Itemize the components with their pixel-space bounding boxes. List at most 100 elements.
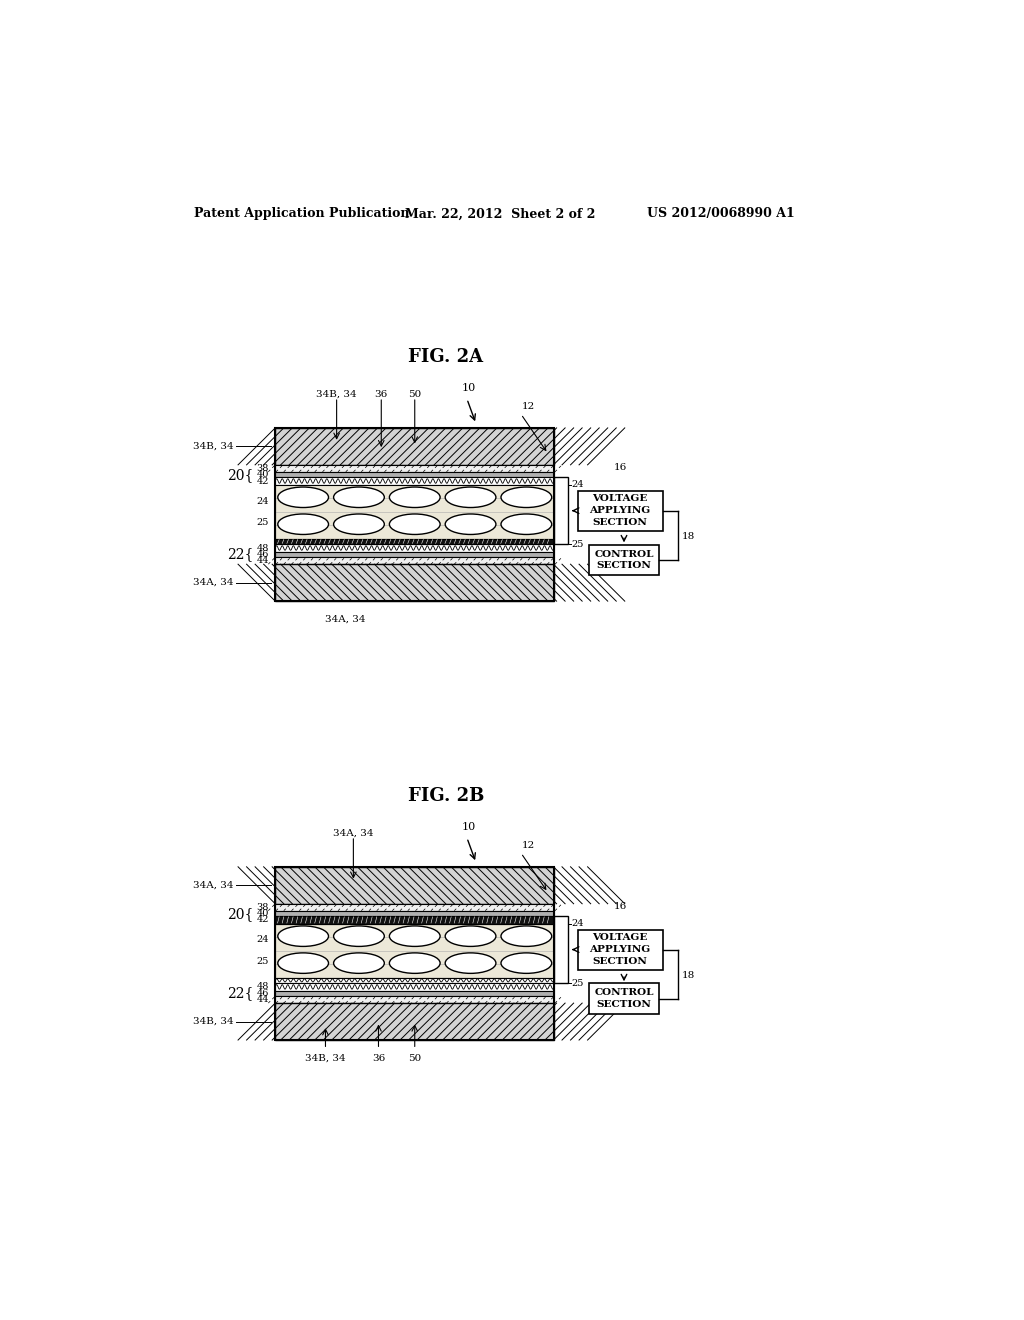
Bar xyxy=(275,916,554,924)
Text: 22{: 22{ xyxy=(227,548,254,561)
Bar xyxy=(578,491,663,531)
Bar xyxy=(275,983,554,991)
Bar xyxy=(275,428,554,465)
Text: 34B, 34: 34B, 34 xyxy=(305,1053,346,1063)
Bar xyxy=(275,911,554,916)
Text: 22{: 22{ xyxy=(227,986,254,1001)
Bar xyxy=(275,428,554,601)
Ellipse shape xyxy=(501,953,552,973)
Text: 38: 38 xyxy=(257,903,269,912)
Text: 25: 25 xyxy=(571,978,584,987)
Bar xyxy=(578,929,663,970)
Text: 34A, 34: 34A, 34 xyxy=(193,880,233,890)
Bar xyxy=(275,552,554,557)
Ellipse shape xyxy=(334,513,384,535)
Text: 48: 48 xyxy=(257,544,269,553)
Bar xyxy=(275,539,554,544)
Text: 12: 12 xyxy=(521,401,535,411)
Bar xyxy=(275,564,554,601)
Text: 18: 18 xyxy=(682,532,695,541)
Text: 50: 50 xyxy=(409,389,421,399)
Text: 20{: 20{ xyxy=(227,907,254,921)
Bar xyxy=(275,978,554,983)
Text: VOLTAGE
APPLYING
SECTION: VOLTAGE APPLYING SECTION xyxy=(590,933,650,966)
Text: 16: 16 xyxy=(613,903,627,911)
Ellipse shape xyxy=(334,487,384,507)
Text: FIG. 2A: FIG. 2A xyxy=(409,348,483,367)
Text: 42: 42 xyxy=(257,477,269,486)
Ellipse shape xyxy=(334,925,384,946)
Bar xyxy=(275,544,554,552)
Text: 10: 10 xyxy=(461,822,475,832)
Ellipse shape xyxy=(389,953,440,973)
Bar xyxy=(275,924,554,978)
Bar xyxy=(275,997,554,1003)
Bar xyxy=(275,867,554,904)
Text: 16: 16 xyxy=(613,463,627,473)
Ellipse shape xyxy=(501,513,552,535)
Text: 44: 44 xyxy=(257,995,269,1005)
Ellipse shape xyxy=(501,925,552,946)
Text: 46: 46 xyxy=(257,989,269,998)
Ellipse shape xyxy=(501,487,552,507)
Text: US 2012/0068990 A1: US 2012/0068990 A1 xyxy=(647,207,795,220)
Text: 42: 42 xyxy=(257,916,269,924)
Text: CONTROL
SECTION: CONTROL SECTION xyxy=(594,989,653,1010)
Bar xyxy=(554,916,568,983)
Bar xyxy=(589,545,658,576)
Ellipse shape xyxy=(278,487,329,507)
Text: 18: 18 xyxy=(682,972,695,981)
Text: 24: 24 xyxy=(257,496,269,506)
Text: Mar. 22, 2012  Sheet 2 of 2: Mar. 22, 2012 Sheet 2 of 2 xyxy=(406,207,596,220)
Text: 36: 36 xyxy=(375,389,388,399)
Text: 44: 44 xyxy=(257,556,269,565)
Ellipse shape xyxy=(389,513,440,535)
Text: 25: 25 xyxy=(571,540,584,549)
Ellipse shape xyxy=(278,953,329,973)
Text: 34B, 34: 34B, 34 xyxy=(316,389,357,399)
Text: 24: 24 xyxy=(571,480,584,490)
Text: 25: 25 xyxy=(257,519,269,527)
Ellipse shape xyxy=(445,487,496,507)
Text: 36: 36 xyxy=(372,1053,385,1063)
Text: CONTROL
SECTION: CONTROL SECTION xyxy=(594,549,653,570)
Bar xyxy=(275,1003,554,1040)
Text: 34B, 34: 34B, 34 xyxy=(193,1018,233,1026)
Ellipse shape xyxy=(278,925,329,946)
Bar xyxy=(275,484,554,539)
Text: 46: 46 xyxy=(257,550,269,560)
Text: 10: 10 xyxy=(461,383,475,393)
Bar xyxy=(275,478,554,484)
Text: VOLTAGE
APPLYING
SECTION: VOLTAGE APPLYING SECTION xyxy=(590,495,650,527)
Text: 34A, 34: 34A, 34 xyxy=(193,578,233,587)
Text: 24: 24 xyxy=(571,919,584,928)
Bar xyxy=(275,867,554,1040)
Bar xyxy=(589,983,658,1014)
Text: 12: 12 xyxy=(521,841,535,850)
Bar xyxy=(275,557,554,564)
Text: 34A, 34: 34A, 34 xyxy=(333,829,374,838)
Ellipse shape xyxy=(389,925,440,946)
Ellipse shape xyxy=(389,487,440,507)
Bar xyxy=(275,465,554,471)
Text: 34B, 34: 34B, 34 xyxy=(193,442,233,451)
Bar xyxy=(275,904,554,911)
Text: 38: 38 xyxy=(257,463,269,473)
Text: 40: 40 xyxy=(257,470,269,479)
Bar xyxy=(275,991,554,997)
Text: 50: 50 xyxy=(409,1053,421,1063)
Ellipse shape xyxy=(445,513,496,535)
Text: 40: 40 xyxy=(257,909,269,917)
Ellipse shape xyxy=(445,925,496,946)
Text: 24: 24 xyxy=(257,936,269,944)
Ellipse shape xyxy=(278,513,329,535)
Text: 25: 25 xyxy=(257,957,269,966)
Text: 20{: 20{ xyxy=(227,467,254,482)
Bar xyxy=(275,471,554,478)
Text: 34A, 34: 34A, 34 xyxy=(325,615,366,624)
Ellipse shape xyxy=(445,953,496,973)
Text: FIG. 2B: FIG. 2B xyxy=(408,787,484,805)
Text: Patent Application Publication: Patent Application Publication xyxy=(194,207,410,220)
Text: 48: 48 xyxy=(257,982,269,991)
Ellipse shape xyxy=(334,953,384,973)
